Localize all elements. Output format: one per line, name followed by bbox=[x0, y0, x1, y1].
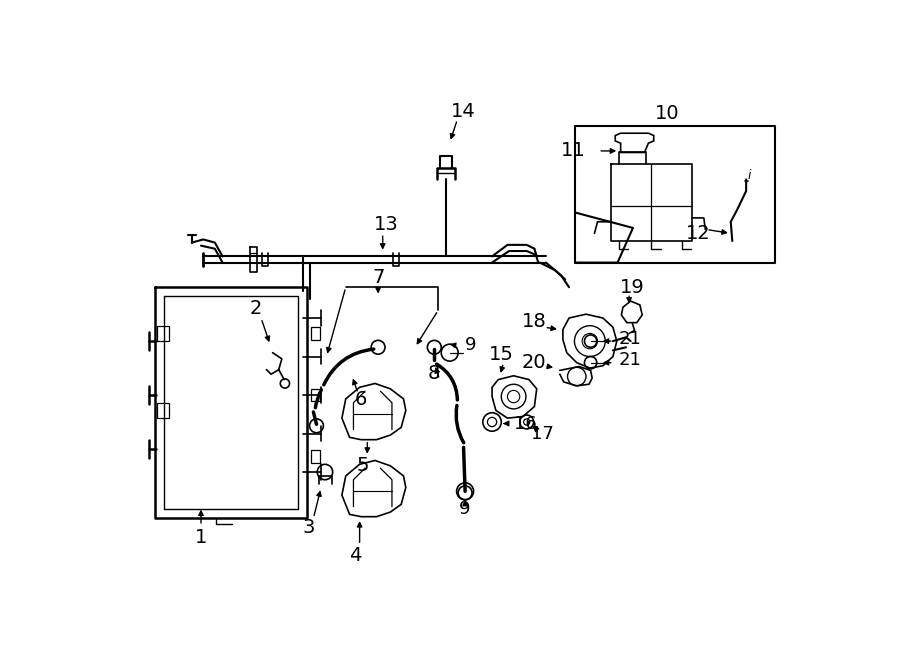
Text: 7: 7 bbox=[372, 268, 384, 288]
Text: 14: 14 bbox=[450, 102, 475, 121]
Text: 10: 10 bbox=[655, 104, 680, 124]
Text: 17: 17 bbox=[531, 424, 554, 442]
FancyArrowPatch shape bbox=[456, 405, 464, 443]
Text: 18: 18 bbox=[522, 313, 547, 331]
FancyArrowPatch shape bbox=[436, 364, 457, 400]
FancyArrowPatch shape bbox=[324, 349, 374, 385]
Text: 5: 5 bbox=[356, 456, 369, 475]
Text: i: i bbox=[748, 169, 752, 182]
Text: 1: 1 bbox=[194, 528, 207, 547]
Text: 21: 21 bbox=[619, 330, 642, 348]
Text: 2: 2 bbox=[249, 299, 262, 319]
FancyArrowPatch shape bbox=[315, 390, 321, 408]
Text: 12: 12 bbox=[686, 224, 711, 243]
Text: 11: 11 bbox=[562, 141, 586, 161]
Text: 19: 19 bbox=[620, 278, 644, 297]
Text: 6: 6 bbox=[355, 390, 367, 409]
Text: 15: 15 bbox=[489, 346, 514, 364]
Text: 21: 21 bbox=[619, 352, 642, 369]
Text: 16: 16 bbox=[514, 414, 536, 432]
Text: 3: 3 bbox=[302, 518, 315, 537]
Text: 9: 9 bbox=[465, 336, 477, 354]
Text: 4: 4 bbox=[349, 546, 361, 564]
Text: 13: 13 bbox=[374, 215, 398, 233]
Text: 8: 8 bbox=[428, 364, 440, 383]
Text: 9: 9 bbox=[459, 500, 471, 518]
Text: 20: 20 bbox=[522, 353, 546, 372]
